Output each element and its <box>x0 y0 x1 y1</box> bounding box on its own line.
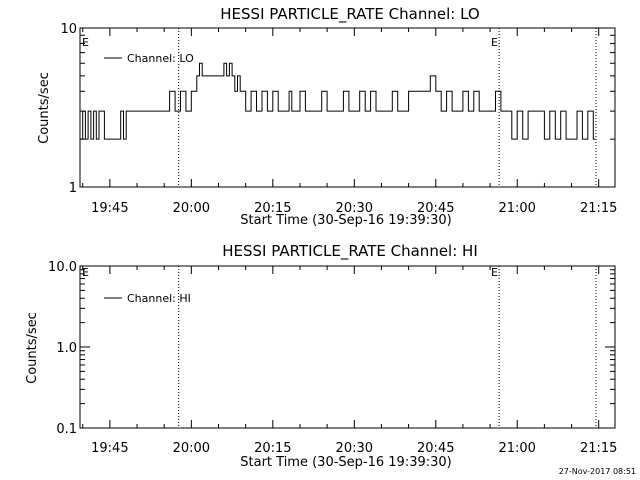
lo-y-tick-label: 1 <box>69 181 77 196</box>
hi-event-marker-2: E <box>491 266 498 279</box>
hi-y-axis-label: Counts/sec <box>25 312 40 384</box>
lo-x-tick-label: 20:15 <box>254 201 291 216</box>
hi-y-tick-label: 0.1 <box>56 422 77 437</box>
hi-x-ticks: 19:45 20:00 20:15 20:30 20:45 21:00 21:15 <box>82 266 617 456</box>
hi-x-tick-label: 20:00 <box>173 441 210 456</box>
lo-x-tick-label: 21:00 <box>498 201 535 216</box>
hi-event-lines <box>178 266 597 428</box>
lo-y-tick-label: 10 <box>60 22 77 37</box>
hi-x-tick-label: 20:15 <box>254 441 291 456</box>
lo-series <box>80 62 596 140</box>
hi-x-tick-label: 19:45 <box>91 441 128 456</box>
hi-plot-frame <box>79 265 616 429</box>
render-timestamp: 27-Nov-2017 08:51 <box>559 467 636 476</box>
hi-x-axis-label: Start Time (30-Sep-16 19:39:30) <box>240 455 451 470</box>
lo-x-tick-label: 20:45 <box>417 201 454 216</box>
lo-event-marker-1: E <box>82 36 89 49</box>
lo-x-axis-label: Start Time (30-Sep-16 19:39:30) <box>240 213 451 228</box>
lo-channel-panel: HESSI PARTICLE_RATE Channel: LO 19:45 20:… <box>37 5 617 228</box>
lo-x-tick-label: 20:00 <box>173 201 210 216</box>
hi-channel-panel: HESSI PARTICLE_RATE Channel: HI 19:45 20:… <box>25 242 617 470</box>
lo-x-tick-label: 19:45 <box>91 201 128 216</box>
lo-plot-frame <box>79 27 616 188</box>
lo-chart-title: HESSI PARTICLE_RATE Channel: LO <box>220 5 479 24</box>
hi-y-tick-label: 1.0 <box>56 341 77 356</box>
lo-event-lines <box>178 28 597 187</box>
hi-legend-label: Channel: HI <box>127 292 191 305</box>
hi-x-tick-label: 21:15 <box>580 441 617 456</box>
hi-x-tick-label: 20:30 <box>336 441 373 456</box>
hi-y-ticks: 0.1 1.0 10.0 <box>48 260 615 437</box>
lo-event-marker-2: E <box>491 36 498 49</box>
hi-y-tick-label: 10.0 <box>48 260 77 275</box>
lo-x-tick-label: 20:30 <box>336 201 373 216</box>
lo-x-ticks: 19:45 20:00 20:15 20:30 20:45 21:00 21:15 <box>82 28 617 216</box>
lo-legend: Channel: LO <box>104 52 194 65</box>
hi-legend: Channel: HI <box>104 292 191 305</box>
lo-y-ticks: 1 10 <box>60 22 615 196</box>
lo-y-axis-label: Counts/sec <box>37 72 52 144</box>
hi-x-tick-label: 21:00 <box>498 441 535 456</box>
lo-legend-label: Channel: LO <box>127 52 194 65</box>
lo-x-tick-label: 21:15 <box>580 201 617 216</box>
hi-event-marker-1: E <box>82 266 89 279</box>
hi-chart-title: HESSI PARTICLE_RATE Channel: HI <box>222 242 478 261</box>
hi-x-tick-label: 20:45 <box>417 441 454 456</box>
lo-series-line <box>80 62 596 140</box>
